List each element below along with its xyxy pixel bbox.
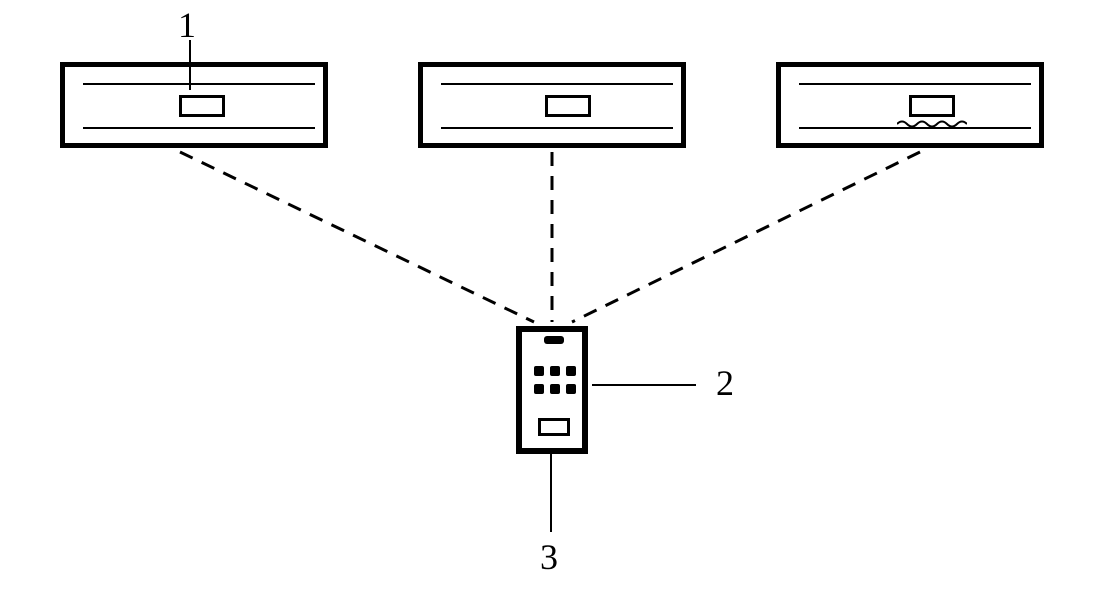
- remote-button-dot: [534, 366, 544, 376]
- device-center: [418, 62, 686, 148]
- remote-top-bar: [544, 336, 564, 344]
- device-indicator-box: [179, 95, 225, 117]
- label-3: 3: [540, 536, 558, 578]
- remote-button-dot: [566, 384, 576, 394]
- device-indicator-box: [545, 95, 591, 117]
- remote-bottom-box: [538, 418, 570, 436]
- device-indicator-box: [909, 95, 955, 117]
- device-left: [60, 62, 328, 148]
- remote-button-dot: [550, 366, 560, 376]
- device-inner-line: [83, 127, 315, 129]
- remote-controller: [516, 326, 588, 454]
- device-inner-line: [799, 83, 1031, 85]
- leader-line-2: [592, 384, 696, 386]
- label-2: 2: [716, 362, 734, 404]
- remote-button-dot: [550, 384, 560, 394]
- leader-line-3: [550, 454, 552, 532]
- connection-right: [572, 152, 920, 322]
- connection-left: [180, 152, 534, 322]
- device-right: [776, 62, 1044, 148]
- remote-button-dot: [566, 366, 576, 376]
- remote-button-dot: [534, 384, 544, 394]
- device-inner-line: [83, 83, 315, 85]
- leader-line-1: [189, 40, 191, 90]
- device-inner-line: [441, 83, 673, 85]
- device-inner-line: [441, 127, 673, 129]
- label-1: 1: [178, 4, 196, 46]
- device-wavy-line: [897, 119, 967, 129]
